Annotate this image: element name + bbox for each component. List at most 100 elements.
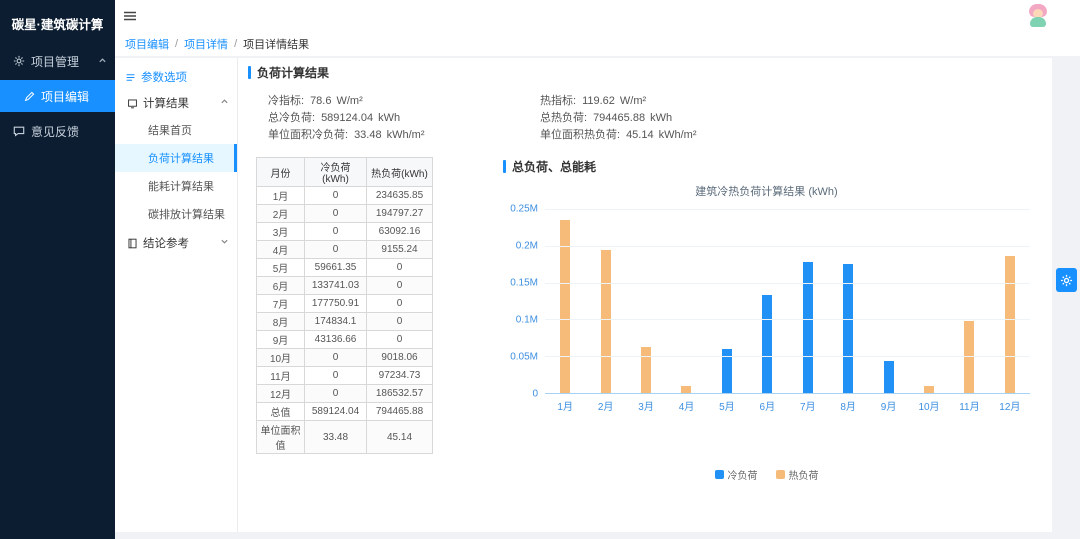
nav-group-calc-results[interactable]: 计算结果 (115, 90, 237, 116)
chevron-up-icon (220, 97, 229, 109)
table-cell: 12月 (256, 384, 305, 403)
table-header-0: 月份 (256, 157, 305, 187)
bar-slot-1月 (545, 209, 585, 393)
nav-title-label: 参数选项 (141, 72, 187, 84)
bar-热负荷-12月 (1004, 255, 1015, 393)
gridline (545, 319, 1030, 321)
gear-icon (1060, 274, 1073, 287)
sidebar-item-project-management[interactable]: 项目管理 (0, 46, 115, 76)
sidebar-item-label: 意见反馈 (31, 124, 80, 139)
table-cell: 589124.04 (304, 402, 367, 421)
title-accent-bar (248, 66, 251, 79)
document-icon (127, 98, 138, 109)
section-title-label: 负荷计算结果 (257, 66, 330, 80)
table-cell: 0 (304, 204, 367, 223)
table-cell: 9155.24 (366, 240, 433, 259)
table-cell: 59661.35 (304, 258, 367, 277)
bar-slot-2月 (585, 209, 625, 393)
sidebar-item-feedback[interactable]: 意见反馈 (0, 116, 115, 146)
table-row: 11月 0 97234.73 (256, 366, 433, 385)
bar-冷负荷-8月 (843, 264, 854, 393)
gridline (545, 282, 1030, 284)
list-icon (125, 72, 136, 83)
sidebar-collapse-icon[interactable] (123, 9, 137, 23)
cold-indicator-stat: 冷指标: 78.6 W/m² (268, 95, 363, 107)
table-cell: 7月 (256, 294, 305, 313)
x-tick-label: 12月 (999, 402, 1021, 413)
table-cell: 43136.66 (304, 330, 367, 349)
bar-冷负荷-7月 (802, 262, 813, 393)
section-title-load-results: 负荷计算结果 (248, 64, 1042, 81)
sidebar-item-label: 项目管理 (31, 54, 80, 69)
nav-item-2[interactable]: 能耗计算结果 (148, 181, 214, 193)
settings-float-button[interactable] (1056, 268, 1077, 292)
x-tick-label: 5月 (719, 402, 735, 413)
x-tick-label: 3月 (638, 402, 654, 413)
table-cell: 794465.88 (366, 402, 433, 421)
left-column: 冷指标: 78.6 W/m² 总冷负荷: 589124.04 kWh 单位面积冷负荷: 3… (248, 93, 503, 482)
total-cold-load-stat: 总冷负荷: 589124.04 kWh (268, 112, 401, 124)
table-cell: 9018.06 (366, 348, 433, 367)
hot-indicator-stat: 热指标: 119.62 W/m² (540, 95, 647, 107)
table-row: 单位面积值 33.48 45.14 (256, 420, 433, 454)
table-row: 12月 0 186532.57 (256, 384, 433, 403)
table-cell: 133741.03 (304, 276, 367, 295)
legend-item-冷负荷[interactable]: 冷负荷 (714, 467, 758, 482)
table-cell: 0 (366, 330, 433, 349)
y-tick-label: 0.25M (510, 203, 538, 215)
table-cell: 6月 (256, 276, 305, 295)
x-tick-label: 7月 (799, 402, 816, 413)
breadcrumb-item-project-detail[interactable]: 项目详情 (184, 39, 229, 51)
nav-item-3[interactable]: 碳排放计算结果 (148, 209, 225, 221)
y-tick-label: 0.1M (515, 314, 538, 326)
nav-title-parameter-options[interactable]: 参数选项 (115, 64, 237, 90)
bar-slot-7月 (788, 209, 828, 393)
content-area: 参数选项 计算结果 结果首页 负荷计算结果 能耗计算结果 碳排放计算结果 结论参考 (115, 58, 1080, 539)
table-row: 10月 0 9018.06 (256, 348, 433, 367)
nav-item-1[interactable]: 负荷计算结果 (115, 144, 237, 172)
table-cell: 11月 (256, 366, 305, 385)
table-cell: 9月 (256, 330, 305, 349)
table-cell: 5月 (256, 258, 305, 277)
table-cell: 0 (366, 294, 433, 313)
nav-item-0[interactable]: 结果首页 (148, 125, 192, 137)
table-row: 7月 177750.91 0 (256, 294, 433, 313)
table-cell: 33.48 (304, 420, 367, 454)
legend-item-热负荷[interactable]: 热负荷 (775, 467, 819, 482)
bar-热负荷-10月 (924, 386, 934, 393)
feedback-icon (13, 125, 25, 137)
chart-plot-row: 0.25M 0.2M 0.15M 0.1M 0.05M 0 1月 2月 3月 4月 5月 6月 7月 8… (503, 204, 1030, 413)
section-title-total-load-energy: 总负荷、总能耗 (503, 158, 1042, 175)
bar-slot-3月 (626, 209, 666, 393)
sidebar-item-project-edit[interactable]: 项目编辑 (0, 80, 115, 112)
x-tick-label: 2月 (597, 402, 614, 413)
table-cell: 234635.85 (366, 186, 433, 205)
load-chart: 建筑冷热负荷计算结果 (kWh) 0.25M 0.2M 0.15M 0.1M 0.05M… (503, 183, 1042, 482)
table-cell: 10月 (256, 348, 305, 367)
bar-slot-12月 (990, 209, 1030, 393)
breadcrumb-item-project-edit[interactable]: 项目编辑 (125, 39, 169, 51)
table-cell: 0 (366, 258, 433, 277)
y-tick-label: 0 (532, 388, 538, 400)
bar-slot-4月 (666, 209, 706, 393)
avatar-body (1030, 17, 1046, 27)
table-cell: 45.14 (366, 420, 433, 454)
table-row: 6月 133741.03 0 (256, 276, 433, 295)
gridline (545, 245, 1030, 247)
unit-area-hot-load-stat: 单位面积热负荷: 45.14 kWh/m² (540, 129, 697, 141)
breadcrumb: 项目编辑 / 项目详情 / 项目详情结果 (115, 32, 1080, 58)
nav-group-conclusion-reference[interactable]: 结论参考 (115, 230, 237, 256)
user-avatar[interactable] (1026, 4, 1050, 28)
x-tick-label: 4月 (678, 402, 695, 413)
y-tick-label: 0.15M (510, 277, 538, 289)
table-cell: 8月 (256, 312, 305, 331)
book-icon (127, 238, 138, 249)
section-title-label: 总负荷、总能耗 (512, 160, 597, 174)
table-cell: 0 (366, 276, 433, 295)
bar-slot-9月 (868, 209, 908, 393)
table-cell: 单位面积值 (256, 420, 305, 454)
table-cell: 0 (304, 240, 367, 259)
table-row: 3月 0 63092.16 (256, 222, 433, 241)
breadcrumb-item-current: 项目详情结果 (243, 39, 310, 51)
bar-热负荷-4月 (681, 386, 692, 393)
